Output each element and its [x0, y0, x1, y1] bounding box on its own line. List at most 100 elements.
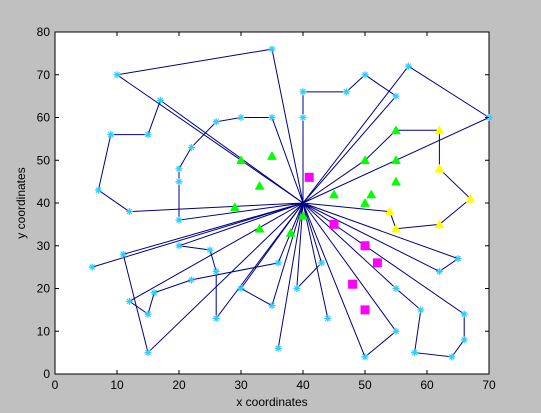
green-triangle-point [229, 202, 240, 212]
x-tick-label: 40 [296, 378, 310, 392]
customer-point [268, 114, 276, 121]
customer-point [392, 285, 400, 292]
customer-point [454, 255, 462, 263]
yellow-triangle-point [465, 193, 476, 203]
customer-point [299, 114, 307, 121]
customer-point [361, 71, 369, 79]
route-line [296, 202, 323, 290]
y-tick-label: 30 [37, 239, 51, 253]
customer-point [268, 302, 276, 310]
customer-point [119, 250, 127, 258]
customer-point [212, 118, 220, 126]
customer-point [125, 297, 133, 305]
customer-point [144, 310, 152, 318]
customer-point [237, 114, 245, 121]
customer-point [404, 62, 412, 70]
magenta-square-point [304, 172, 314, 182]
customer-point [411, 349, 419, 357]
customer-point [187, 143, 195, 151]
y-tick-label: 50 [37, 153, 51, 167]
customer-point [460, 336, 468, 344]
green-triangle-point [329, 189, 339, 199]
green-triangle-point [236, 155, 246, 165]
x-tick-label: 70 [482, 378, 496, 392]
customer-point [361, 353, 369, 361]
green-triangle-point [267, 150, 277, 160]
customer-point [187, 276, 195, 284]
x-axis-label: x coordinates [236, 395, 307, 409]
route-line-yellow [302, 129, 472, 230]
customer-point [460, 310, 468, 318]
magenta-square-point [348, 279, 358, 289]
route-line [302, 202, 460, 272]
y-tick-label: 20 [37, 282, 51, 296]
x-tick-label: 20 [172, 378, 186, 392]
customer-point [324, 314, 332, 322]
yellow-triangle-point [434, 163, 445, 173]
x-tick-label: 30 [234, 378, 248, 392]
customer-point [392, 92, 400, 100]
y-tick-label: 80 [37, 25, 51, 39]
customer-point [156, 96, 164, 104]
customer-point [125, 208, 133, 216]
customer-point [268, 45, 276, 53]
magenta-square-point [329, 219, 339, 229]
customer-point [144, 349, 152, 357]
yellow-triangle-point [384, 206, 395, 216]
customer-point [144, 131, 152, 139]
route-line [240, 202, 304, 307]
y-tick-label: 0 [43, 367, 50, 381]
green-triangle-point [298, 210, 308, 220]
markers [88, 45, 493, 361]
customer-point [318, 259, 326, 267]
customer-point [113, 71, 121, 79]
y-tick-label: 40 [37, 196, 51, 210]
green-triangle-point [254, 180, 265, 190]
y-tick-label: 70 [37, 68, 51, 82]
customer-point [206, 246, 214, 254]
x-tick-label: 60 [420, 378, 434, 392]
customer-point [392, 327, 400, 335]
customer-point [342, 88, 350, 96]
customer-point [417, 306, 425, 314]
customer-point [299, 88, 307, 96]
customer-point [435, 267, 443, 275]
green-triangle-point [360, 155, 370, 165]
plot-area [54, 31, 490, 375]
yellow-triangle-point [391, 223, 401, 233]
customer-point [175, 165, 183, 173]
customer-point [88, 263, 96, 271]
customer-point [212, 314, 220, 322]
y-tick-label: 10 [37, 324, 51, 338]
customer-point [237, 285, 245, 292]
x-tick-label: 0 [52, 378, 59, 392]
green-triangle-point [391, 176, 401, 186]
yellow-triangle-point [434, 219, 445, 229]
customer-point [150, 289, 158, 297]
customer-point [212, 267, 220, 275]
customer-point [293, 285, 301, 292]
route-line [302, 202, 465, 358]
customer-point [107, 131, 115, 139]
axis-ticks: 0 10 20 30 40 50 60 70 0 10 20 30 40 50 60 70 80 [37, 25, 496, 392]
customer-point [448, 353, 456, 361]
magenta-square-point [360, 241, 370, 251]
magenta-square-point [360, 305, 370, 315]
x-tick-label: 10 [110, 378, 124, 392]
route-line [302, 202, 397, 358]
green-triangle-point [391, 155, 401, 165]
customer-point [274, 344, 282, 352]
y-tick-label: 60 [37, 111, 51, 125]
customer-point [175, 242, 183, 250]
magenta-square-point [372, 258, 382, 268]
route-line [178, 202, 304, 320]
green-triangle-point [366, 189, 377, 199]
customer-point [175, 216, 183, 224]
x-tick-label: 50 [358, 378, 372, 392]
green-triangle-point [285, 227, 296, 237]
customer-point [175, 178, 183, 186]
customer-point [94, 186, 102, 194]
route-line [115, 48, 304, 204]
y-axis-label: y coordinates [14, 167, 28, 238]
